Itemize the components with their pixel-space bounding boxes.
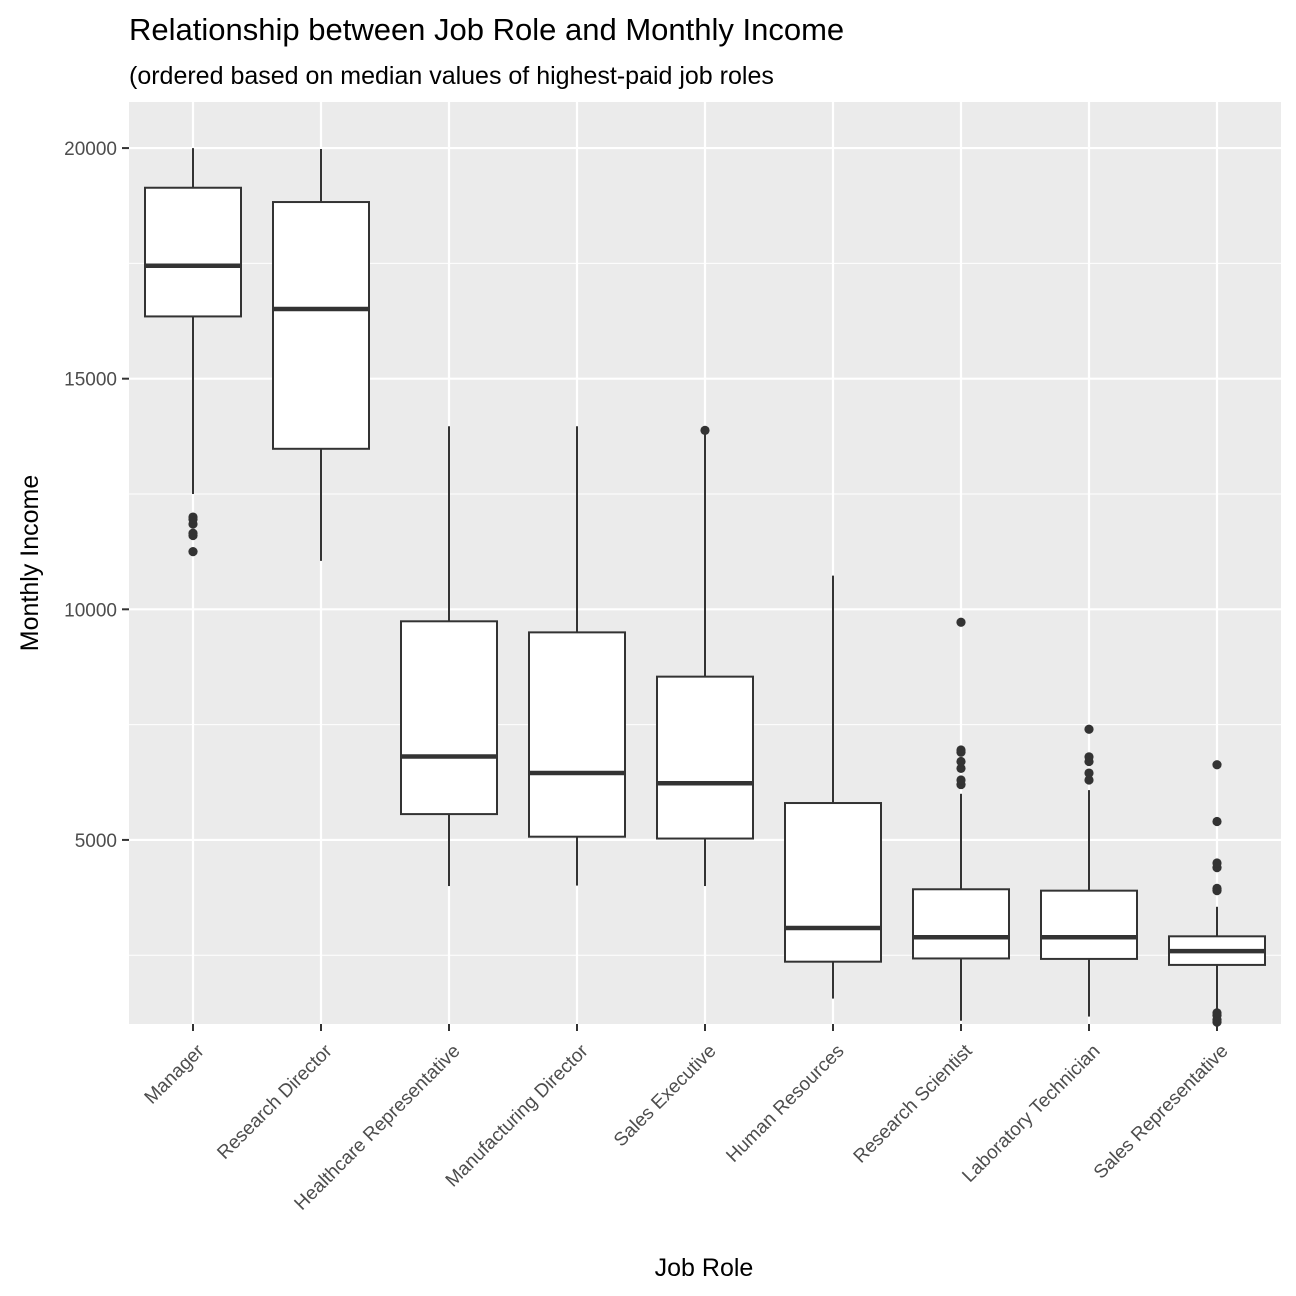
box-human-resources xyxy=(784,575,882,999)
iqr-box xyxy=(272,201,370,450)
outlier-point xyxy=(188,528,198,538)
iqr-box xyxy=(400,620,498,816)
x-tick-label: Laboratory Technician xyxy=(958,1041,1104,1187)
outlier-point xyxy=(700,425,710,435)
iqr-box xyxy=(528,631,626,838)
box-sales-executive xyxy=(656,425,754,887)
box-research-scientist xyxy=(912,617,1010,1021)
y-tick-label: 20000 xyxy=(64,139,117,160)
x-tick-label: Human Resources xyxy=(722,1041,848,1167)
chart-subtitle: (ordered based on median values of highe… xyxy=(129,62,774,90)
box-laboratory-technician xyxy=(1040,724,1138,1017)
outlier-point xyxy=(188,512,198,522)
outlier-point xyxy=(1084,752,1094,762)
outlier-point xyxy=(1212,883,1222,893)
boxes xyxy=(144,148,1266,1027)
outlier-point xyxy=(1212,858,1222,868)
iqr-box xyxy=(1040,889,1138,960)
chart-title: Relationship between Job Role and Monthl… xyxy=(129,12,844,47)
x-axis-title: Job Role xyxy=(655,1254,754,1282)
y-tick-label: 10000 xyxy=(64,600,117,621)
y-axis-ticks: 5000 10000 15000 20000 xyxy=(64,139,129,852)
x-tick-label: Sales Executive xyxy=(610,1041,720,1151)
box-healthcare-representative xyxy=(400,426,498,887)
iqr-box xyxy=(144,186,242,318)
outlier-point xyxy=(956,745,966,755)
y-tick-label: 5000 xyxy=(75,831,117,852)
box-research-director xyxy=(272,148,370,561)
iqr-box xyxy=(656,675,754,840)
x-tick-label: Manager xyxy=(141,1040,209,1108)
y-axis-title: Monthly Income xyxy=(16,475,44,651)
outlier-point xyxy=(956,756,966,767)
box-manufacturing-director xyxy=(528,426,626,886)
box-sales-representative xyxy=(1168,760,1266,1027)
x-tick-label: Manufacturing Director xyxy=(442,1040,593,1191)
iqr-box xyxy=(912,888,1010,960)
outlier-point xyxy=(1212,816,1222,827)
outlier-point xyxy=(956,617,966,627)
outlier-point xyxy=(1212,1008,1222,1018)
y-tick-label: 15000 xyxy=(64,370,117,391)
x-tick-label: Research Director xyxy=(213,1040,337,1164)
outlier-point xyxy=(1084,724,1094,734)
x-tick-label: Sales Representative xyxy=(1090,1041,1233,1184)
outlier-point xyxy=(1084,768,1094,778)
x-tick-label: Research Scientist xyxy=(850,1040,977,1167)
outlier-point xyxy=(188,547,198,557)
outlier-point xyxy=(1084,775,1094,785)
box-manager xyxy=(144,148,242,557)
outlier-point xyxy=(956,763,966,774)
outlier-point xyxy=(956,775,966,785)
iqr-box xyxy=(784,802,882,963)
outlier-point xyxy=(1212,760,1222,770)
